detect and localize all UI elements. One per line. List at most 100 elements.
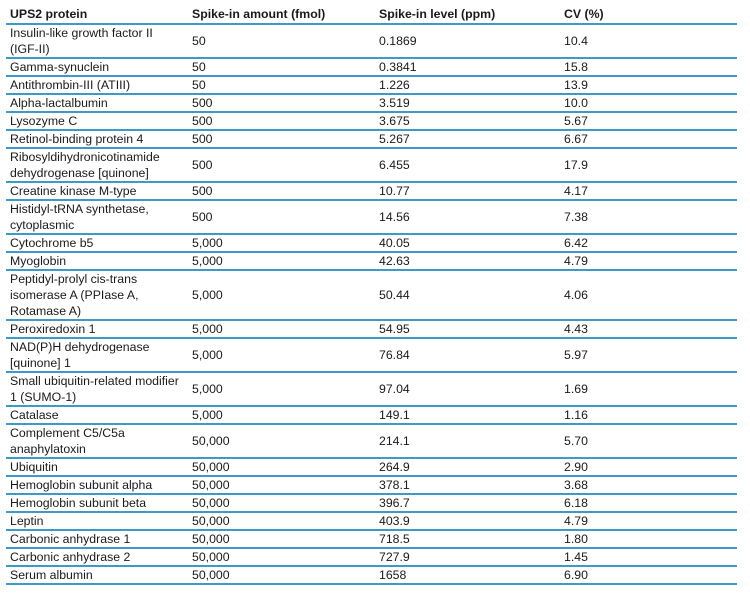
cell-spike-in-level: 76.84 — [375, 338, 560, 373]
cell-spike-in-amount: 500 — [188, 200, 375, 235]
cell-spike-in-amount: 5,000 — [188, 270, 375, 321]
cell-spike-in-amount: 50 — [188, 24, 375, 59]
table-row: Alpha-lactalbumin 500 3.519 10.0 — [6, 94, 737, 113]
cell-spike-in-amount: 500 — [188, 182, 375, 201]
cell-spike-in-amount: 50,000 — [188, 458, 375, 477]
cell-cv: 4.17 — [560, 182, 737, 201]
cell-protein-name: NAD(P)H dehydrogenase [quinone] 1 — [6, 338, 188, 373]
cell-spike-in-amount: 5,000 — [188, 252, 375, 271]
table-row: Retinol-binding protein 4 500 5.267 6.67 — [6, 130, 737, 149]
cell-spike-in-level: 1.226 — [375, 76, 560, 95]
cell-spike-in-level: 97.04 — [375, 372, 560, 407]
cell-protein-name: Lysozyme C — [6, 112, 188, 131]
cell-cv: 10.0 — [560, 94, 737, 113]
cell-spike-in-amount: 50,000 — [188, 476, 375, 495]
cell-spike-in-amount: 50,000 — [188, 494, 375, 513]
cell-protein-name: Carbonic anhydrase 1 — [6, 530, 188, 549]
cell-cv: 17.9 — [560, 148, 737, 183]
table-row: Small ubiquitin-related modifier 1 (SUMO… — [6, 372, 737, 407]
cell-spike-in-amount: 5,000 — [188, 234, 375, 253]
cell-spike-in-level: 1658 — [375, 566, 560, 585]
cell-cv: 13.9 — [560, 76, 737, 95]
cell-spike-in-level: 14.56 — [375, 200, 560, 235]
column-header-protein: UPS2 protein — [6, 0, 188, 25]
cell-protein-name: Insulin-like growth factor II (IGF-II) — [6, 24, 188, 59]
cell-spike-in-level: 40.05 — [375, 234, 560, 253]
cell-cv: 6.67 — [560, 130, 737, 149]
cell-protein-name: Hemoglobin subunit beta — [6, 494, 188, 513]
cell-protein-name: Complement C5/C5a anaphylatoxin — [6, 424, 188, 459]
column-header-spike-in-level: Spike-in level (ppm) — [375, 0, 560, 25]
cell-cv: 4.06 — [560, 270, 737, 321]
cell-cv: 4.79 — [560, 252, 737, 271]
cell-spike-in-amount: 50,000 — [188, 548, 375, 567]
cell-spike-in-level: 42.63 — [375, 252, 560, 271]
cell-cv: 4.43 — [560, 320, 737, 339]
table-row: Ribosyldihydronicotinamide dehydrogenase… — [6, 148, 737, 183]
table-row: Gamma-synuclein 50 0.3841 15.8 — [6, 58, 737, 77]
table-row: Creatine kinase M-type 500 10.77 4.17 — [6, 182, 737, 201]
ups2-protein-table: UPS2 protein Spike-in amount (fmol) Spik… — [6, 0, 737, 585]
cell-spike-in-level: 264.9 — [375, 458, 560, 477]
cell-protein-name: Peptidyl-prolyl cis-trans isomerase A (P… — [6, 270, 188, 321]
table-row: Antithrombin-III (ATIII) 50 1.226 13.9 — [6, 76, 737, 95]
cell-cv: 6.90 — [560, 566, 737, 585]
cell-protein-name: Cytochrome b5 — [6, 234, 188, 253]
table-row: Hemoglobin subunit alpha 50,000 378.1 3.… — [6, 476, 737, 495]
cell-spike-in-level: 5.267 — [375, 130, 560, 149]
cell-spike-in-level: 54.95 — [375, 320, 560, 339]
table-row: Cytochrome b5 5,000 40.05 6.42 — [6, 234, 737, 253]
cell-spike-in-amount: 5,000 — [188, 338, 375, 373]
cell-spike-in-level: 3.675 — [375, 112, 560, 131]
cell-spike-in-amount: 50,000 — [188, 512, 375, 531]
cell-protein-name: Creatine kinase M-type — [6, 182, 188, 201]
cell-cv: 10.4 — [560, 24, 737, 59]
table-row: Hemoglobin subunit beta 50,000 396.7 6.1… — [6, 494, 737, 513]
cell-spike-in-amount: 50,000 — [188, 424, 375, 459]
cell-cv: 6.42 — [560, 234, 737, 253]
cell-cv: 7.38 — [560, 200, 737, 235]
cell-spike-in-level: 378.1 — [375, 476, 560, 495]
cell-spike-in-level: 6.455 — [375, 148, 560, 183]
column-header-spike-in-amount: Spike-in amount (fmol) — [188, 0, 375, 25]
cell-spike-in-amount: 500 — [188, 94, 375, 113]
cell-spike-in-level: 10.77 — [375, 182, 560, 201]
cell-cv: 15.8 — [560, 58, 737, 77]
cell-spike-in-amount: 500 — [188, 112, 375, 131]
cell-spike-in-level: 403.9 — [375, 512, 560, 531]
table-row: Catalase 5,000 149.1 1.16 — [6, 406, 737, 425]
cell-spike-in-level: 396.7 — [375, 494, 560, 513]
cell-cv: 5.97 — [560, 338, 737, 373]
cell-cv: 1.16 — [560, 406, 737, 425]
cell-spike-in-amount: 50,000 — [188, 530, 375, 549]
cell-protein-name: Gamma-synuclein — [6, 58, 188, 77]
cell-cv: 5.67 — [560, 112, 737, 131]
table-row: Ubiquitin 50,000 264.9 2.90 — [6, 458, 737, 477]
cell-spike-in-level: 718.5 — [375, 530, 560, 549]
cell-protein-name: Myoglobin — [6, 252, 188, 271]
table-body: Insulin-like growth factor II (IGF-II) 5… — [6, 24, 737, 585]
cell-protein-name: Antithrombin-III (ATIII) — [6, 76, 188, 95]
table-row: Myoglobin 5,000 42.63 4.79 — [6, 252, 737, 271]
cell-spike-in-level: 0.3841 — [375, 58, 560, 77]
cell-protein-name: Carbonic anhydrase 2 — [6, 548, 188, 567]
cell-spike-in-level: 214.1 — [375, 424, 560, 459]
table-row: Carbonic anhydrase 1 50,000 718.5 1.80 — [6, 530, 737, 549]
cell-spike-in-level: 3.519 — [375, 94, 560, 113]
cell-spike-in-level: 727.9 — [375, 548, 560, 567]
header-row: UPS2 protein Spike-in amount (fmol) Spik… — [6, 0, 737, 25]
cell-spike-in-amount: 5,000 — [188, 406, 375, 425]
cell-protein-name: Hemoglobin subunit alpha — [6, 476, 188, 495]
table-row: Leptin 50,000 403.9 4.79 — [6, 512, 737, 531]
cell-cv: 1.45 — [560, 548, 737, 567]
cell-spike-in-level: 149.1 — [375, 406, 560, 425]
table-row: Insulin-like growth factor II (IGF-II) 5… — [6, 24, 737, 59]
table-row: Serum albumin 50,000 1658 6.90 — [6, 566, 737, 585]
cell-cv: 3.68 — [560, 476, 737, 495]
cell-spike-in-amount: 500 — [188, 148, 375, 183]
cell-spike-in-amount: 50 — [188, 76, 375, 95]
cell-protein-name: Leptin — [6, 512, 188, 531]
cell-cv: 1.80 — [560, 530, 737, 549]
table-row: Carbonic anhydrase 2 50,000 727.9 1.45 — [6, 548, 737, 567]
cell-protein-name: Histidyl-tRNA synthetase, cytoplasmic — [6, 200, 188, 235]
